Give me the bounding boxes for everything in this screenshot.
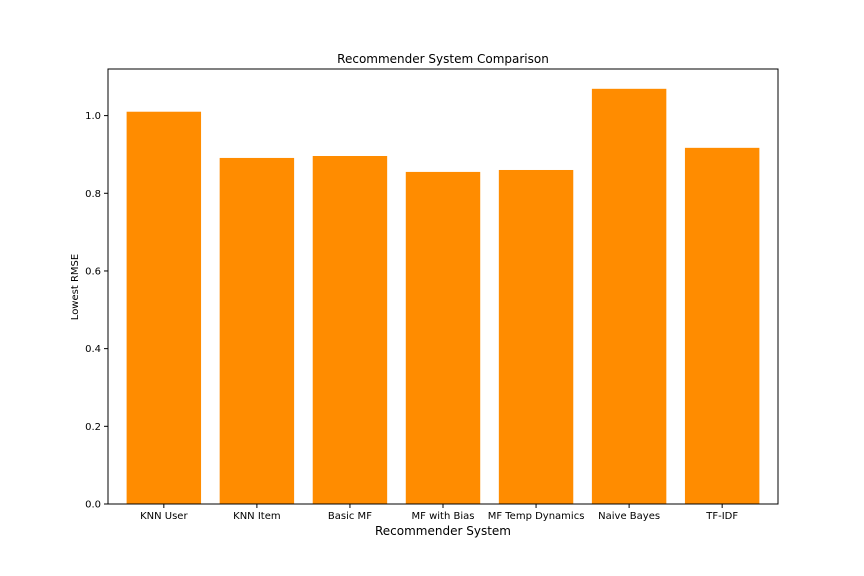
bar-4	[498, 169, 574, 505]
x-tick-label: Basic MF	[328, 511, 372, 522]
bar-0	[126, 111, 202, 504]
bar-5	[591, 88, 667, 504]
y-tick-label: 1.0	[85, 111, 101, 122]
bar-6	[684, 147, 760, 504]
bar-3	[405, 171, 481, 505]
y-tick-label: 0.6	[85, 266, 101, 277]
x-axis-label: Recommender System	[375, 524, 511, 538]
x-tick-label: KNN User	[140, 511, 188, 522]
y-tick-label: 0.4	[85, 344, 101, 355]
y-tick-label: 0.2	[85, 422, 101, 433]
x-tick-label: KNN Item	[233, 511, 280, 522]
bar-2	[312, 156, 388, 504]
x-tick-label: TF-IDF	[705, 511, 738, 522]
x-tick-label: MF with Bias	[412, 511, 475, 522]
y-tick-label: 0.8	[85, 189, 101, 200]
y-axis-label: Lowest RMSE	[70, 254, 81, 320]
chart-title: Recommender System Comparison	[337, 52, 549, 66]
x-tick-label: MF Temp Dynamics	[488, 511, 585, 522]
bar-1	[219, 157, 295, 504]
x-tick-label: Naive Bayes	[598, 511, 660, 522]
y-axis-ticks: 0.0 0.2 0.4 0.6 0.8 1.0	[85, 111, 108, 511]
bars-group	[126, 88, 760, 505]
y-tick-label: 0.0	[85, 500, 101, 511]
x-axis-ticks: KNN User KNN Item Basic MF MF with Bias MF T…	[140, 504, 738, 522]
